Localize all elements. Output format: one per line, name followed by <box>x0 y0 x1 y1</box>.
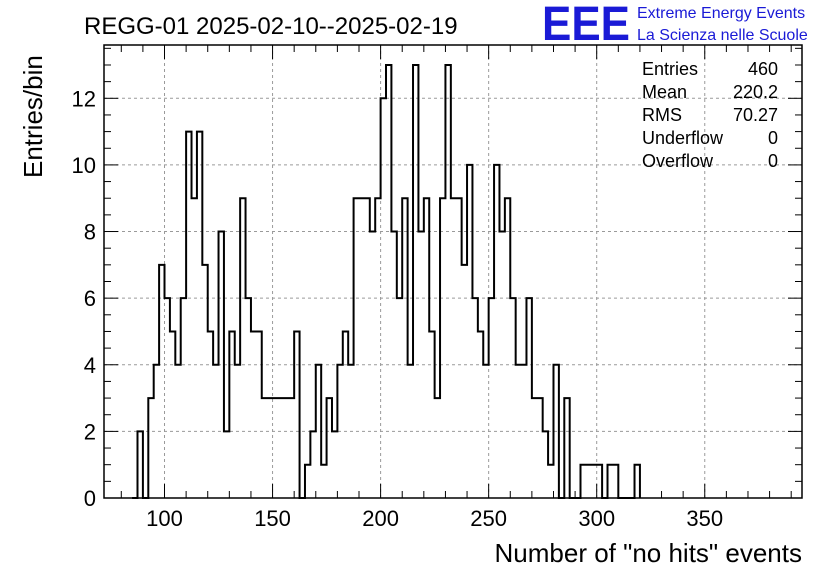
logo-line-1: Extreme Energy Events <box>637 5 805 22</box>
x-tick-label: 350 <box>686 506 723 531</box>
stats-rms-label: RMS <box>642 105 682 125</box>
chart-title: REGG-01 2025-02-10--2025-02-19 <box>84 13 458 40</box>
stats-rms-value: 70.27 <box>733 105 778 125</box>
histogram-series <box>132 63 641 499</box>
plot-frame <box>103 44 803 499</box>
y-tick-label: 0 <box>84 486 96 511</box>
x-tick-label: 250 <box>470 506 507 531</box>
y-tick-label: 12 <box>72 86 96 111</box>
stats-box: Entries 460 Mean 220.2 RMS 70.27 Underfl… <box>642 59 778 171</box>
stats-mean-value: 220.2 <box>733 82 778 102</box>
y-tick-label: 10 <box>72 153 96 178</box>
x-axis-title: Number of "no hits" events <box>495 538 803 568</box>
y-axis-ticks: 0 2 4 6 8 10 12 <box>72 47 802 511</box>
y-axis-title: Entries/bin <box>18 55 48 178</box>
x-tick-label: 200 <box>362 506 399 531</box>
x-tick-label: 300 <box>578 506 615 531</box>
stats-mean-label: Mean <box>642 82 687 102</box>
y-tick-label: 2 <box>84 419 96 444</box>
x-tick-label: 100 <box>146 506 183 531</box>
y-tick-label: 4 <box>84 353 96 378</box>
logo-mark: EEE <box>542 0 630 51</box>
stats-underflow-label: Underflow <box>642 128 724 148</box>
y-tick-label: 8 <box>84 220 96 245</box>
logo-line-2: La Scienza nelle Scuole <box>637 27 808 44</box>
stats-overflow-value: 0 <box>768 151 778 171</box>
stats-overflow-label: Overflow <box>642 151 714 171</box>
x-tick-label: 150 <box>254 506 291 531</box>
y-tick-label: 6 <box>84 286 96 311</box>
stats-entries-value: 460 <box>748 59 778 79</box>
eee-logo: EEE Extreme Energy Events La Scienza nel… <box>542 0 808 51</box>
stats-underflow-value: 0 <box>768 128 778 148</box>
x-axis-ticks: 100 150 200 250 300 350 <box>120 45 792 531</box>
stats-entries-label: Entries <box>642 59 698 79</box>
